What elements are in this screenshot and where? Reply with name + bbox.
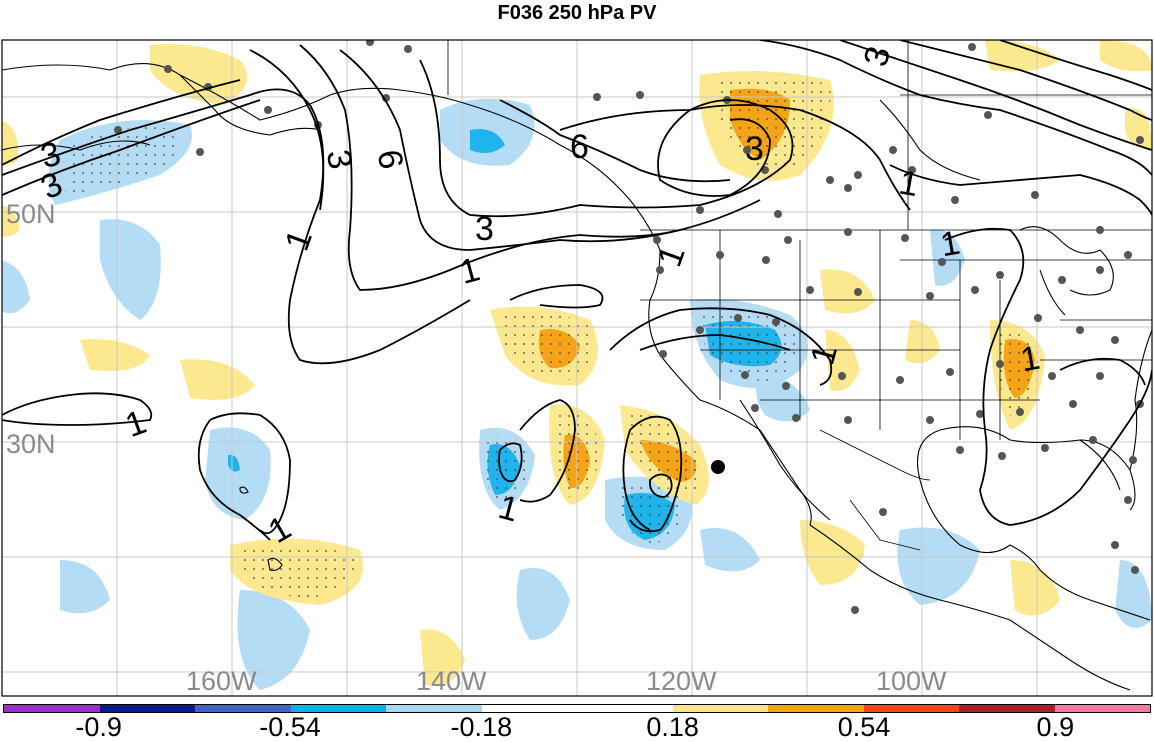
political-boundaries bbox=[447, 40, 1152, 551]
lon-label-100w: 100W bbox=[876, 666, 947, 696]
colorbar-tick-label: -0.54 bbox=[259, 712, 321, 742]
colorbar-segment bbox=[386, 705, 482, 712]
colorbar-segment bbox=[768, 705, 864, 712]
contour-label: 6 bbox=[570, 128, 589, 166]
colorbar-tick-label: -0.9 bbox=[75, 712, 122, 742]
highlighted-station bbox=[711, 460, 725, 474]
colorbar-segment bbox=[195, 705, 291, 712]
lat-label-50n: 50N bbox=[6, 199, 56, 229]
map-frame bbox=[1, 39, 1153, 697]
lon-label-160w: 160W bbox=[186, 666, 257, 696]
colorbar-segment bbox=[4, 705, 100, 712]
colorbar-tick-label: -0.18 bbox=[450, 712, 513, 742]
colorbar-tick-label: 0.9 bbox=[1036, 712, 1075, 742]
contour-label: 3 bbox=[475, 210, 494, 248]
pv-map: 3 3 1 1 6 3 3 6 3 1 1 1 1 1 3 1 1 1 50N … bbox=[1, 39, 1153, 697]
contour-label: 3 bbox=[745, 130, 764, 168]
colorbar-tick-label: 0.18 bbox=[646, 712, 699, 742]
pv-contours bbox=[2, 40, 1152, 541]
colorbar-segment bbox=[959, 705, 1055, 712]
axis-labels: 50N 30N 160W 140W 120W 100W bbox=[6, 199, 947, 696]
graticule bbox=[2, 40, 1152, 696]
lon-label-140w: 140W bbox=[416, 666, 487, 696]
coastlines bbox=[2, 63, 1152, 691]
colorbar-segment bbox=[577, 705, 673, 712]
colorbar bbox=[3, 704, 1151, 713]
lat-label-30n: 30N bbox=[6, 429, 56, 459]
colorbar-segment bbox=[99, 705, 195, 712]
colorbar-segment bbox=[863, 705, 959, 712]
lon-label-120w: 120W bbox=[646, 666, 717, 696]
colorbar-tick-label: 0.54 bbox=[837, 712, 891, 742]
map-title: F036 250 hPa PV bbox=[497, 2, 657, 24]
colorbar-segment bbox=[290, 705, 386, 712]
colorbar-segment bbox=[481, 705, 577, 712]
station-markers bbox=[114, 40, 1144, 614]
colorbar-segment bbox=[672, 705, 768, 712]
colorbar-segment bbox=[1054, 705, 1150, 712]
